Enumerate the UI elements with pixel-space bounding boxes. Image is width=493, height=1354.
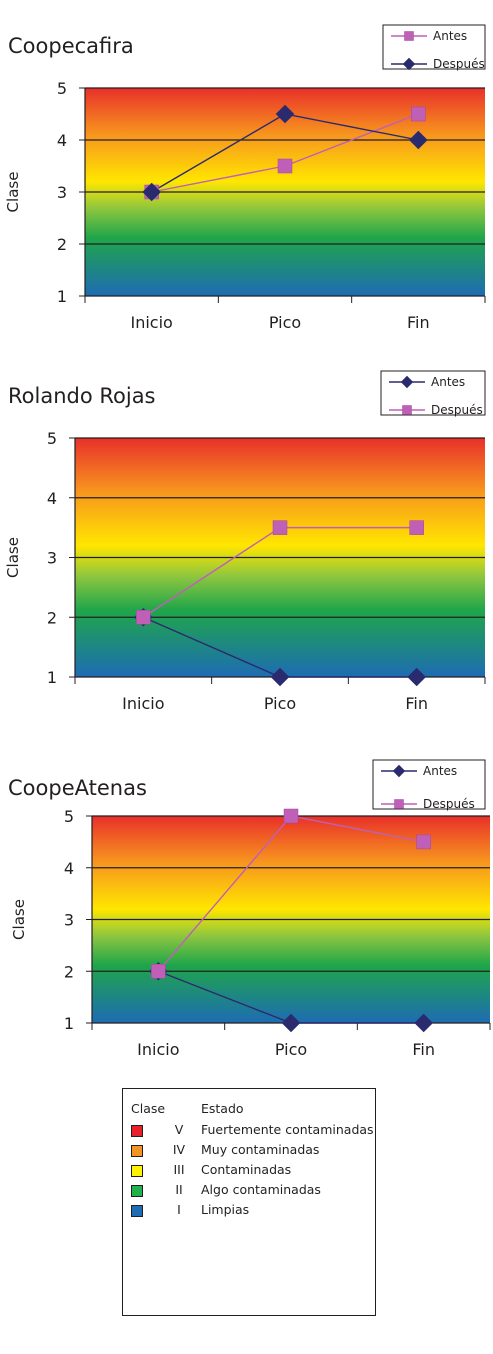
legend-label: Antes	[433, 29, 467, 43]
key-row: IV Muy contaminadas	[123, 1142, 375, 1160]
x-tick-label: Pico	[264, 694, 296, 713]
y-tick-label: 4	[47, 489, 57, 508]
key-row: I Limpias	[123, 1202, 375, 1220]
y-tick-label: 1	[47, 668, 57, 687]
y-tick-label: 2	[57, 235, 67, 254]
key-row: III Contaminadas	[123, 1162, 375, 1180]
key-swatch	[131, 1125, 143, 1137]
key-class: III	[173, 1162, 185, 1177]
data-point	[281, 1013, 301, 1033]
key-state: Contaminadas	[201, 1162, 292, 1177]
data-point	[277, 158, 293, 174]
key-row: II Algo contaminadas	[123, 1182, 375, 1200]
data-point	[404, 31, 414, 41]
y-axis-label: Clase	[4, 537, 22, 578]
key-class: IV	[172, 1142, 186, 1157]
y-tick-label: 5	[47, 429, 57, 448]
key-state: Limpias	[201, 1202, 250, 1217]
data-point	[275, 104, 295, 124]
y-axis-label: Clase	[10, 899, 28, 940]
x-tick-label: Inicio	[130, 313, 172, 332]
x-tick-label: Fin	[412, 1040, 435, 1059]
data-point	[283, 808, 299, 824]
y-tick-label: 4	[57, 131, 67, 150]
y-tick-label: 4	[64, 859, 74, 878]
x-tick-label: Inicio	[122, 694, 164, 713]
y-tick-label: 5	[64, 807, 74, 826]
y-tick-label: 2	[64, 962, 74, 981]
legend-label: Antes	[423, 764, 457, 778]
key-state: Muy contaminadas	[201, 1142, 320, 1157]
data-point	[272, 520, 288, 535]
key-class: I	[177, 1202, 181, 1217]
data-point	[407, 667, 426, 687]
key-swatch	[131, 1165, 143, 1177]
key-row: V Fuertemente contaminadas	[123, 1122, 375, 1140]
y-tick-label: 3	[47, 549, 57, 568]
y-tick-label: 1	[57, 287, 67, 306]
data-point	[142, 182, 161, 202]
data-point	[392, 764, 406, 778]
legend-label: Después	[433, 57, 485, 71]
y-tick-label: 3	[57, 183, 67, 202]
key-class: II	[175, 1182, 183, 1197]
data-point	[416, 834, 431, 850]
legend	[380, 370, 486, 416]
data-point	[409, 130, 428, 150]
key-state: Algo contaminadas	[201, 1182, 321, 1197]
key-swatch	[131, 1185, 143, 1197]
key-swatch	[131, 1205, 143, 1217]
y-tick-label: 5	[57, 79, 67, 98]
chart-1-title: Coopecafira	[8, 34, 134, 58]
chart-1: 1 2 3 4 5 Inicio Pico Fin Clase Antes Después	[4, 24, 486, 332]
chart-2: 1 2 3 4 5 Inicio Pico Fin Clase Antes Después	[4, 370, 486, 713]
legend-label: Después	[423, 797, 475, 811]
class-key: Clase Estado V Fuertemente contaminadas …	[122, 1088, 376, 1316]
x-tick-label: Fin	[405, 694, 428, 713]
chart-2-title: Rolando Rojas	[8, 384, 156, 408]
legend-label: Antes	[431, 375, 465, 389]
legend	[372, 759, 486, 810]
key-class: V	[174, 1122, 184, 1137]
data-point	[270, 667, 290, 687]
data-point	[136, 610, 151, 625]
data-point	[402, 405, 412, 415]
x-tick-label: Inicio	[137, 1040, 179, 1059]
y-tick-label: 3	[64, 911, 74, 930]
y-axis-label: Clase	[4, 172, 22, 213]
x-tick-label: Pico	[275, 1040, 307, 1059]
x-tick-label: Fin	[407, 313, 430, 332]
legend	[382, 24, 486, 70]
data-point	[402, 57, 416, 71]
data-point	[400, 375, 414, 389]
chart-3-title: CoopeAtenas	[8, 776, 147, 800]
data-point	[151, 964, 166, 979]
data-point	[394, 799, 404, 809]
key-state: Fuertemente contaminadas	[201, 1122, 374, 1137]
x-tick-label: Pico	[269, 313, 301, 332]
legend-label: Después	[431, 403, 483, 417]
chart-3: 1 2 3 4 5 Inicio Pico Fin Clase Antes Después	[10, 759, 491, 1059]
data-point	[411, 106, 426, 122]
data-point	[409, 520, 424, 535]
y-tick-label: 1	[64, 1014, 74, 1033]
y-tick-label: 2	[47, 608, 57, 627]
key-header-class: Clase	[131, 1101, 166, 1116]
key-swatch	[131, 1145, 143, 1157]
data-point	[414, 1013, 433, 1033]
key-header-state: Estado	[201, 1101, 244, 1116]
